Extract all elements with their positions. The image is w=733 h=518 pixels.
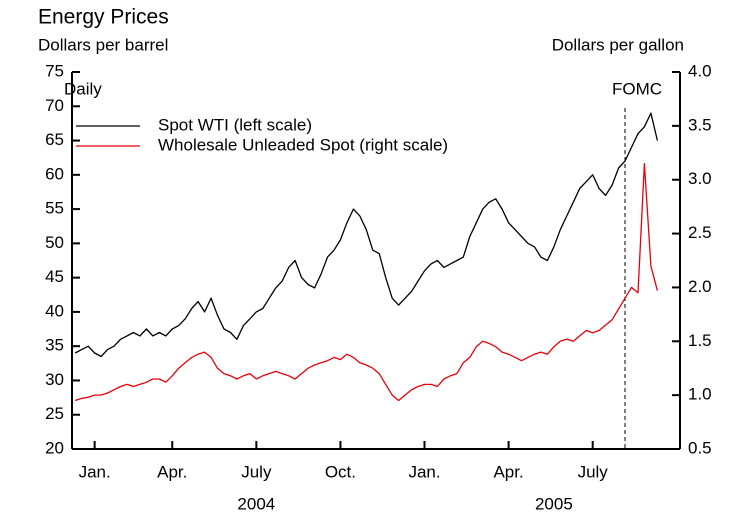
chart-title: Energy Prices — [38, 6, 169, 29]
y-tick-label: 35 — [45, 336, 64, 355]
y2-tick-label: 3.5 — [688, 115, 712, 134]
y-axis-label: Dollars per barrel — [38, 35, 168, 54]
y-tick-label: 75 — [45, 61, 64, 80]
x-tick-label: Apr. — [493, 462, 523, 481]
note: Daily — [64, 79, 102, 98]
x-tick-label: Oct. — [325, 462, 356, 481]
y2-tick-label: 3.0 — [688, 169, 712, 188]
x-tick-label: July — [578, 462, 609, 481]
legend-label: Wholesale Unleaded Spot (right scale) — [158, 135, 448, 154]
year-label: 2004 — [237, 494, 275, 513]
y-tick-label: 55 — [45, 199, 64, 218]
y-tick-label: 65 — [45, 130, 64, 149]
y2-tick-label: 2.0 — [688, 277, 712, 296]
y2-tick-label: 2.5 — [688, 223, 712, 242]
x-tick-label: Apr. — [157, 462, 187, 481]
y-tick-label: 45 — [45, 267, 64, 286]
y-tick-label: 30 — [45, 370, 64, 389]
x-tick-label: Jan. — [79, 462, 111, 481]
y-tick-label: 70 — [45, 96, 64, 115]
y-tick-label: 50 — [45, 233, 64, 252]
y-tick-label: 25 — [45, 404, 64, 423]
series-line — [74, 112, 659, 358]
y2-tick-label: 1.5 — [688, 331, 712, 350]
y2-axis-label: Dollars per gallon — [552, 35, 684, 54]
y-tick-label: 20 — [45, 438, 64, 457]
x-tick-label: July — [241, 462, 272, 481]
series-line — [75, 162, 659, 402]
y2-tick-label: 4.0 — [688, 61, 712, 80]
y-tick-label: 60 — [45, 164, 64, 183]
y2-tick-label: 1.0 — [688, 385, 712, 404]
y2-tick-label: 0.5 — [688, 438, 712, 457]
year-label: 2005 — [535, 494, 573, 513]
legend-label: Spot WTI (left scale) — [158, 115, 312, 134]
y-tick-label: 40 — [45, 301, 64, 320]
annotation-label: FOMC — [612, 79, 662, 98]
x-tick-label: Jan. — [408, 462, 440, 481]
